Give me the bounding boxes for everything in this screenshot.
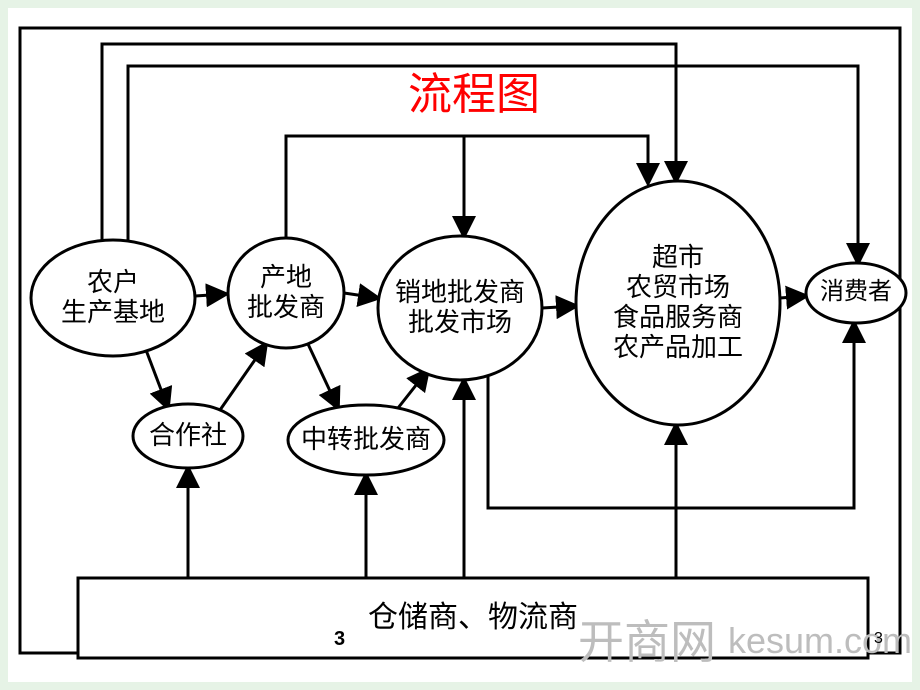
diagram-canvas: 流程图 农户 生产基地产地 批发商合作社中转批发商销地批发商 批发市场超市 农贸… <box>8 8 912 682</box>
node-origin <box>228 238 344 348</box>
edge-farmer-to-coop <box>146 350 168 408</box>
edge-transit-to-dest <box>398 370 428 408</box>
node-logistics <box>78 578 868 658</box>
slide-outer: 流程图 农户 生产基地产地 批发商合作社中转批发商销地批发商 批发市场超市 农贸… <box>0 0 920 690</box>
edge-dest-to-retail <box>542 306 576 308</box>
edge-top1-farmer-retail <box>102 44 676 240</box>
edge-retail-to-consumer <box>780 296 806 298</box>
node-farmer <box>31 240 195 356</box>
edge-origin-to-dest <box>344 293 378 298</box>
node-consumer <box>806 263 906 323</box>
edge-top3-origin-retail <box>286 136 648 238</box>
node-retail <box>576 181 780 425</box>
node-dest <box>378 236 542 380</box>
node-transit <box>288 405 444 475</box>
flowchart-svg <box>8 8 912 682</box>
node-coop <box>133 404 243 468</box>
edge-farmer-to-origin <box>195 294 226 296</box>
edge-coop-to-origin <box>220 344 266 410</box>
edge-origin-to-transit <box>308 344 338 408</box>
